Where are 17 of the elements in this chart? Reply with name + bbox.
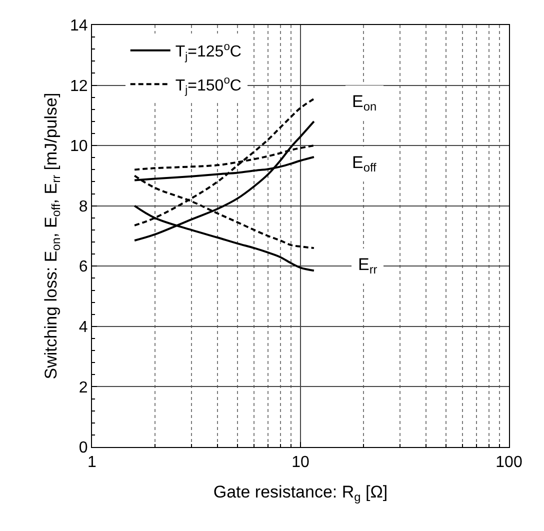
annotation: E$_{on}$ <box>352 92 377 114</box>
x-tick-label: 1 <box>88 454 97 472</box>
y-tick-label: 0 <box>78 440 88 457</box>
x-tick-label: 10 <box>292 454 310 472</box>
x-tick-label: 100 <box>496 454 522 472</box>
y-tick-label: 10 <box>70 138 88 156</box>
x-axis-title: Gate resistance: R$_{g}$ [Ω] <box>213 482 388 504</box>
legend-label: T$_{j}$=125$^{o}$C <box>175 40 242 63</box>
y-tick-label: 2 <box>78 379 88 396</box>
y-tick-label: 8 <box>78 198 88 216</box>
y-tick-label: 12 <box>70 78 88 95</box>
annotation: E$_{rr}$ <box>358 255 378 277</box>
annotation: E$_{off}$ <box>352 153 378 175</box>
y-tick-label: 6 <box>78 258 88 276</box>
legend-label: T$_{j}$=150$^{o}$C <box>175 74 242 97</box>
y-tick-label: 4 <box>78 319 88 336</box>
y-tick-label: 14 <box>70 18 88 35</box>
